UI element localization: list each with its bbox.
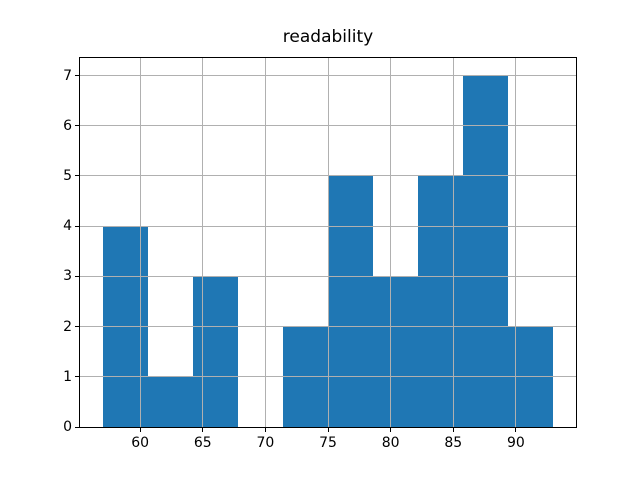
x-tick-mark [327, 428, 329, 432]
x-tick-label: 65 [193, 435, 212, 451]
y-tick-label: 5 [63, 167, 72, 184]
vertical-gridline [139, 58, 141, 427]
y-tick-label: 6 [63, 117, 72, 134]
y-tick-mark [75, 175, 79, 177]
horizontal-gridline [80, 125, 576, 127]
horizontal-gridline [80, 275, 576, 277]
x-tick-label: 80 [381, 435, 400, 451]
histogram-bar [463, 75, 509, 427]
x-tick-mark [139, 428, 141, 432]
horizontal-gridline [80, 376, 576, 378]
horizontal-gridline [80, 326, 576, 328]
y-tick-mark [75, 75, 79, 77]
y-tick-label: 7 [63, 67, 72, 84]
y-tick-label: 1 [63, 368, 72, 385]
y-tick-label: 3 [63, 268, 72, 285]
x-tick-label: 75 [319, 435, 337, 451]
vertical-gridline [515, 58, 517, 427]
horizontal-gridline [80, 75, 576, 77]
histogram-bar [147, 376, 193, 427]
y-tick-mark [75, 376, 79, 378]
y-tick-mark [75, 426, 79, 428]
vertical-gridline [202, 58, 204, 427]
histogram-bar [328, 175, 374, 427]
y-tick-mark [75, 225, 79, 227]
chart-title: readability [282, 27, 374, 47]
horizontal-gridline [80, 175, 576, 177]
x-tick-mark [390, 428, 392, 432]
grid-layer [80, 58, 576, 427]
horizontal-gridline [80, 426, 576, 427]
y-tick-label: 2 [63, 318, 72, 335]
plot-area [80, 58, 576, 427]
vertical-gridline [390, 58, 392, 427]
horizontal-gridline [80, 225, 576, 227]
histogram-bar [373, 276, 419, 427]
x-tick-mark [264, 428, 266, 432]
vertical-gridline [452, 58, 454, 427]
histogram-bar [192, 276, 238, 427]
x-tick-mark [452, 428, 454, 432]
y-tick-mark [75, 275, 79, 277]
x-tick-label: 60 [131, 435, 150, 451]
y-tick-mark [75, 125, 79, 127]
vertical-gridline [327, 58, 329, 427]
x-tick-label: 70 [256, 435, 275, 451]
x-tick-mark [202, 428, 204, 432]
y-tick-label: 4 [63, 218, 72, 235]
x-tick-label: 85 [444, 435, 463, 451]
y-tick-label: 0 [63, 419, 72, 435]
histogram-bar [418, 175, 464, 427]
x-tick-label: 90 [506, 435, 525, 451]
vertical-gridline [264, 58, 266, 427]
x-tick-mark [515, 428, 517, 432]
y-tick-mark [75, 326, 79, 328]
